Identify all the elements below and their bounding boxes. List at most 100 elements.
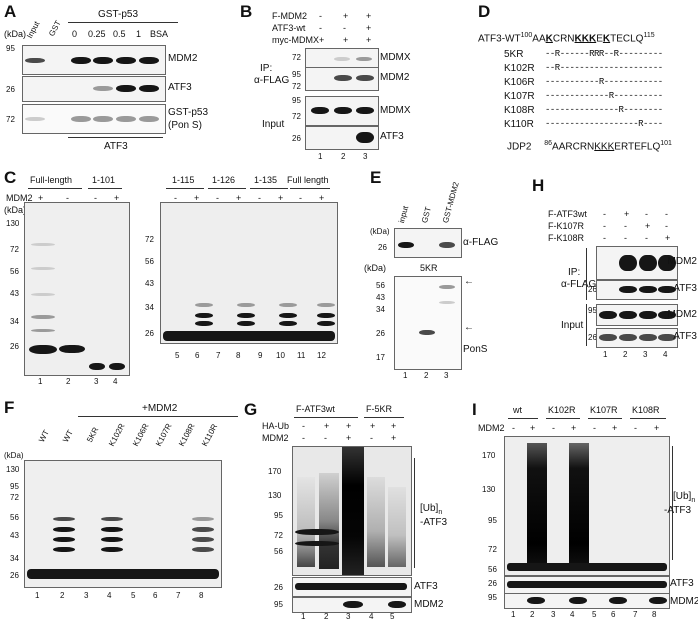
band [388,601,406,608]
row-label: MDM2 [262,433,289,443]
sign: + [654,423,660,433]
band [59,345,85,353]
band [53,527,75,532]
kda-marker: 130 [6,465,20,474]
kda-marker: 95 [588,306,597,315]
group-label: ATF3 [104,141,128,152]
band [31,267,55,270]
lane-label: GST-MDM2 [441,180,461,225]
panel-label-h: H [532,176,545,195]
lane-number: 4 [369,612,374,621]
blot-e-pons [394,276,462,370]
sign: - [319,11,322,21]
sign: + [391,433,397,443]
group-line [166,188,204,189]
lane-label: WT [37,428,51,444]
band [192,547,214,552]
band [53,537,75,542]
lane-label: 0.25 [88,29,106,39]
sign: - [645,209,648,219]
lane-number: 2 [66,377,71,386]
band-label: ATF3 [670,578,694,589]
lane-label: K107R [154,421,174,448]
band [101,527,123,532]
blot-input-atf3 [305,126,379,150]
group-line [294,417,358,418]
band [649,597,667,604]
band [192,517,214,521]
ub-sub: n [438,509,443,516]
lane-number: 5 [390,612,395,621]
mutant-seq: --R------RRR--R--------- [545,49,663,59]
group-line [250,188,288,189]
lane-number: 1 [603,350,608,359]
blot-c-left [24,202,130,376]
kda-marker: 56 [10,513,19,522]
band [334,107,352,114]
band [619,311,637,319]
band [334,57,350,61]
smear [388,487,406,567]
ub-target: -ATF3 [420,517,448,528]
band [116,85,136,92]
arrow-icon: ← [464,276,474,287]
band [295,541,339,546]
seq-part: AARCRN [552,141,595,153]
lane-number: 3 [551,610,556,619]
group-label: K108R [632,405,660,415]
sign: - [66,193,69,203]
lysine: K [602,33,611,45]
band [356,132,374,143]
band [639,255,657,271]
group-line [508,418,538,419]
band [317,313,335,318]
band [237,303,255,307]
kda-marker: 34 [376,305,385,314]
sign: + [530,423,536,433]
lane-number: 1 [301,612,306,621]
band [356,75,374,81]
blot-h-input-mdm2 [596,304,678,326]
mutant-name: K102R [504,63,535,74]
band [71,116,91,122]
kda-marker: 72 [274,531,283,540]
ub-target: -ATF3 [664,505,692,516]
lane-number: 1 [511,610,516,619]
band [658,334,676,341]
seq-part: ERTEFLQ [614,141,661,153]
band [71,57,91,64]
kda-marker: 34 [10,554,19,563]
sign: - [258,193,261,203]
sign: - [593,423,596,433]
mutant-seq: ---------------R-------- [545,105,663,115]
lane-label: K106R [131,421,151,448]
group-label: 1-135 [254,175,278,185]
sign: - [603,233,606,243]
row-label: MDM2 [6,193,33,203]
lane-number: 6 [153,591,158,600]
kda-marker: 72 [145,235,154,244]
smear [569,443,589,569]
band [639,334,657,341]
group-line [208,188,246,189]
group-line [546,418,580,419]
row-label: HA-Ub [262,421,290,431]
kda-marker: 72 [292,53,301,62]
band [25,117,45,121]
band [295,529,339,535]
bracket-line [672,446,673,560]
seq-end: 101 [660,140,672,147]
band-label: MDM2 [380,72,410,83]
kda-unit: (kDa) [370,227,390,236]
sign: + [114,193,120,203]
seq-start: 86 [544,140,553,147]
group-line [28,188,82,189]
lane-label: K102R [107,421,127,448]
sign: + [38,193,44,203]
lane-number: 3 [346,612,351,621]
sign: - [603,221,606,231]
sign: - [299,193,302,203]
group-line [88,188,122,189]
kda-marker: 26 [145,329,154,338]
panel-label-c: C [4,168,17,187]
